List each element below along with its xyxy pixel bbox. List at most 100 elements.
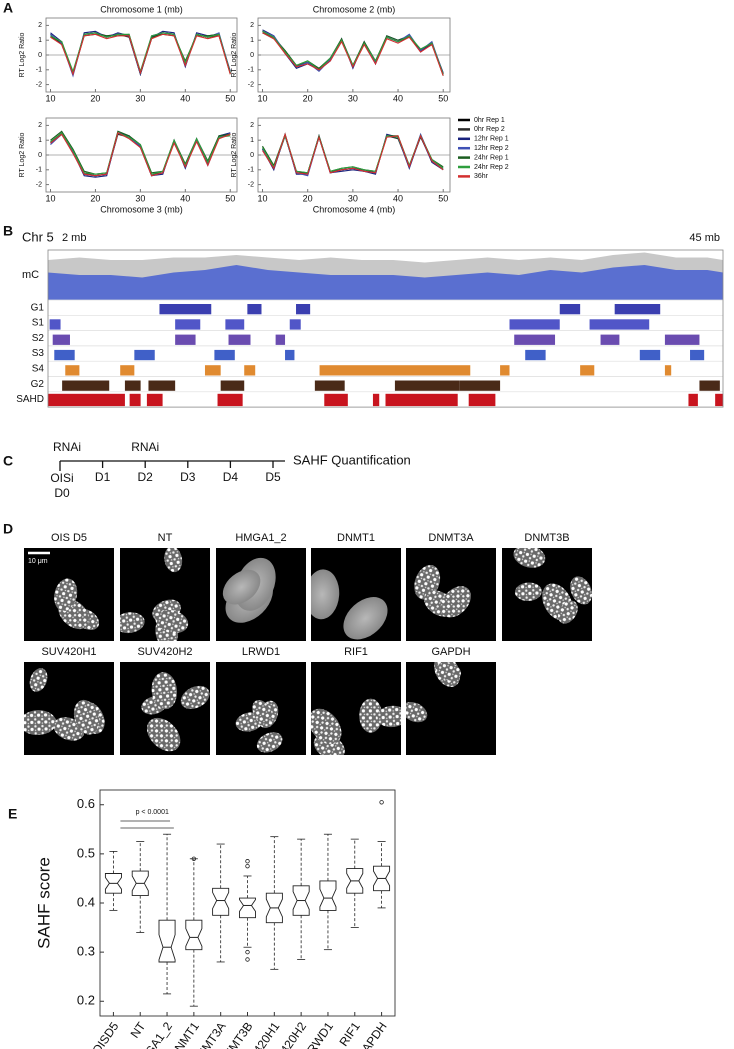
y-tick-label: -2 (248, 81, 254, 88)
image-label: NT (158, 532, 173, 544)
series-line (262, 30, 444, 75)
track-segment (124, 380, 141, 391)
x-tick-label: 30 (135, 93, 145, 103)
nucleus (376, 705, 401, 728)
y-tick-label: 2 (38, 122, 42, 129)
timeline-event: RNAi (131, 440, 159, 454)
y-tick-label: 0.3 (77, 944, 95, 959)
image-label: LRWD1 (242, 646, 280, 658)
track-segment (394, 380, 460, 391)
y-axis-label: SAHF score (34, 857, 53, 949)
panel-label: D (3, 521, 13, 537)
x-tick-label: GAPDH (354, 1020, 390, 1049)
track-segment (247, 304, 262, 315)
y-tick-label: 1 (250, 137, 254, 144)
track-segment (289, 319, 301, 330)
nucleus (440, 586, 471, 618)
mc-area (48, 265, 723, 300)
image-label: DNMT1 (337, 532, 375, 544)
image-label: SUV420H2 (137, 646, 192, 658)
track-segment (664, 365, 672, 376)
track-label: mC (22, 269, 39, 281)
outlier (245, 859, 250, 864)
series-line (50, 33, 231, 76)
nuclei (513, 548, 592, 624)
y-tick-label: 1 (38, 137, 42, 144)
timeline-end: SAHF Quantification (293, 452, 411, 467)
outlier (245, 863, 250, 869)
track-segment (285, 349, 295, 361)
track-segment (319, 365, 471, 376)
track-segment (204, 365, 221, 376)
y-tick-label: 0 (250, 152, 254, 159)
box (185, 919, 203, 951)
nucleus (513, 548, 546, 568)
y-tick-label: -2 (248, 181, 254, 188)
nucleus (558, 600, 578, 624)
track-segment (664, 334, 700, 345)
nucleus (435, 662, 462, 681)
x-tick-label: DNMT1 (167, 1019, 202, 1049)
timeline-day: D3 (180, 470, 196, 484)
track-segment (225, 319, 245, 330)
nuclei (414, 564, 471, 618)
track-segment (372, 393, 380, 407)
track-segment (600, 334, 620, 345)
x-tick-label: LRWD1 (301, 1019, 337, 1049)
track-segment (228, 334, 251, 345)
x-tick-label: 50 (438, 193, 448, 203)
y-tick-label: -2 (36, 81, 42, 88)
nucleus (164, 548, 183, 573)
nuclei (120, 548, 189, 641)
nuclei (222, 557, 276, 623)
track-segment (175, 319, 201, 330)
y-tick-label: 1 (38, 37, 42, 44)
timeline-day: D4 (223, 470, 239, 484)
x-tick-label: 50 (438, 93, 448, 103)
series-line (262, 132, 444, 175)
significance-label: p < 0.0001 (136, 809, 169, 816)
nucleus (311, 708, 342, 745)
track-segment (214, 349, 235, 361)
nucleus (54, 578, 78, 612)
image-label: OIS D5 (51, 532, 87, 544)
x-tick-label: 10 (45, 93, 55, 103)
x-tick-label: 30 (135, 193, 145, 203)
nucleus (256, 732, 283, 753)
y-tick-label: -1 (36, 167, 42, 174)
image-label: RIF1 (344, 646, 368, 658)
y-axis-label: RT Log2 Ratio (19, 32, 26, 77)
nucleus (24, 710, 57, 736)
y-tick-label: 0.2 (77, 993, 95, 1008)
timeline-start: D0 (54, 486, 70, 500)
track-label: S4 (32, 363, 45, 374)
chart-title: Chromosome 2 (mb) (313, 4, 396, 14)
track-segment (159, 304, 212, 315)
nucleus (514, 582, 542, 601)
y-axis-label: RT Log2 Ratio (19, 132, 26, 177)
track-segment (146, 393, 163, 407)
panel-label: B (3, 223, 13, 239)
y-tick-label: 0.4 (77, 894, 95, 909)
box (319, 880, 337, 911)
track-segment (690, 349, 705, 361)
x-tick-label: 20 (90, 193, 100, 203)
outlier (191, 856, 197, 861)
y-tick-label: 2 (250, 22, 254, 29)
panel-label: E (8, 806, 17, 822)
nucleus (73, 699, 100, 735)
y-tick-label: 0.5 (77, 845, 95, 860)
track-segment (468, 393, 496, 407)
image-label: DNMT3A (428, 532, 474, 544)
nucleus (252, 699, 272, 724)
outlier (245, 957, 250, 962)
track-segment (614, 304, 661, 315)
x-tick-label: 50 (225, 193, 235, 203)
x-axis-label: Chromosome 3 (mb) (100, 204, 183, 214)
series-line (50, 131, 231, 177)
nuclei (54, 578, 100, 631)
nucleus (146, 717, 181, 752)
image-label: GAPDH (431, 646, 470, 658)
